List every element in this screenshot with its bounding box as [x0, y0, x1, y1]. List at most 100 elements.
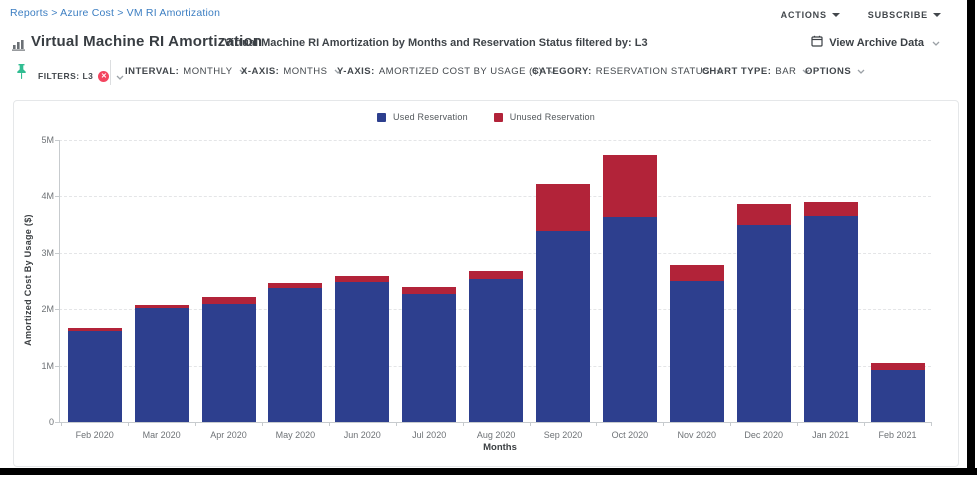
chevron-down-icon — [334, 66, 342, 77]
bar-segment-unused[interactable] — [602, 154, 657, 217]
y-axis-tick-label: 0 — [48, 417, 54, 427]
bar-segment-used[interactable] — [268, 288, 323, 422]
legend-item-used-reservation[interactable]: Used Reservation — [377, 112, 468, 122]
bar-segment-unused[interactable] — [268, 283, 323, 289]
x-axis-tick-label: Nov 2020 — [677, 430, 717, 440]
x-axis-tick — [730, 422, 732, 426]
bar-segment-used[interactable] — [201, 304, 256, 422]
y-axis-tick — [55, 140, 59, 141]
bar-segment-used[interactable] — [870, 369, 925, 422]
bar-segment-unused[interactable] — [67, 328, 122, 331]
screen-border-bottom — [0, 468, 977, 475]
subscribe-button[interactable]: SUBSCRIBE — [868, 10, 941, 20]
bar-segment-used[interactable] — [469, 278, 524, 422]
x-axis-label: X-AXIS: — [241, 66, 280, 77]
filters-label: FILTERS: L3 — [38, 71, 94, 81]
x-axis-dropdown[interactable]: X-AXIS: MONTHS — [241, 66, 342, 77]
bar-segment-unused[interactable] — [469, 270, 524, 279]
x-axis-tick — [128, 422, 130, 426]
y-axis-tick — [55, 196, 59, 198]
page-title: Virtual Machine RI Amortization — [31, 33, 263, 50]
screen-border-right — [967, 0, 975, 475]
chevron-down-icon — [116, 67, 124, 85]
gridline — [59, 252, 931, 254]
x-axis-tick — [61, 422, 63, 426]
legend-label: Unused Reservation — [509, 112, 595, 122]
gridline — [59, 140, 931, 141]
filters-dropdown[interactable]: FILTERS: L3 ✕ — [38, 67, 124, 85]
x-axis-tick-label: Jan 2021 — [812, 430, 850, 440]
x-axis-tick — [328, 422, 330, 426]
chevron-down-icon — [239, 66, 247, 77]
x-axis-line — [59, 422, 931, 423]
bar-segment-unused[interactable] — [736, 204, 791, 225]
options-dropdown[interactable]: OPTIONS — [805, 66, 865, 77]
y-axis-label: Y-AXIS: — [337, 66, 375, 77]
bar-segment-unused[interactable] — [134, 304, 189, 308]
x-axis-tick — [663, 422, 665, 426]
legend-item-unused-reservation[interactable]: Unused Reservation — [493, 112, 595, 122]
y-axis-tick — [55, 422, 59, 423]
y-axis-tick — [55, 365, 59, 367]
bar-segment-used[interactable] — [402, 293, 457, 422]
legend-swatch-used — [377, 112, 387, 122]
y-axis-tick — [55, 309, 59, 311]
x-axis-tick-label: Feb 2021 — [878, 430, 917, 440]
bar-segment-unused[interactable] — [335, 276, 390, 283]
category-value: RESERVATION STATUS — [595, 66, 710, 77]
x-axis-tick — [395, 422, 397, 426]
x-axis-tick-label: Sep 2020 — [543, 430, 583, 440]
chart-type-value: BAR — [775, 66, 797, 77]
chevron-down-icon — [857, 66, 865, 77]
y-axis-tick — [55, 252, 59, 254]
bar-segment-used[interactable] — [669, 281, 724, 422]
chevron-down-icon — [932, 37, 940, 49]
bar-segment-used[interactable] — [736, 224, 791, 422]
bar-segment-used[interactable] — [536, 231, 590, 422]
bar-segment-used[interactable] — [803, 215, 858, 422]
y-axis-tick-label: 5M — [41, 135, 54, 145]
bar-segment-unused[interactable] — [201, 296, 256, 305]
y-axis-title: Amortized Cost By Usage ($) — [23, 214, 33, 346]
y-axis-line — [59, 140, 60, 422]
x-axis-tick — [261, 422, 263, 426]
bar-segment-unused[interactable] — [870, 362, 925, 370]
caret-down-icon — [831, 13, 840, 17]
y-axis-dropdown[interactable]: Y-AXIS: AMORTIZED COST BY USAGE ($) — [337, 66, 556, 77]
bar-segment-used[interactable] — [134, 307, 189, 422]
page-subtitle: Virtual Machine RI Amortization by Month… — [224, 37, 648, 49]
y-axis-value: AMORTIZED COST BY USAGE ($) — [378, 66, 543, 77]
bar-segment-unused[interactable] — [536, 183, 590, 232]
view-archive-data-button[interactable]: View Archive Data — [811, 35, 940, 50]
pin-button[interactable] — [15, 63, 28, 85]
x-axis-tick-label: Oct 2020 — [611, 430, 649, 440]
caret-down-icon — [933, 13, 941, 17]
y-axis-tick-label: 2M — [41, 304, 54, 315]
y-axis-tick-label: 3M — [41, 247, 54, 258]
chart-panel: Used Reservation Unused Reservation Amor… — [13, 100, 959, 467]
actions-button[interactable]: ACTIONS — [781, 10, 840, 20]
x-axis-tick — [864, 422, 866, 426]
x-axis-tick-label: May 2020 — [275, 430, 316, 440]
chevron-down-icon — [802, 66, 810, 77]
x-axis-tick-label: Mar 2020 — [142, 430, 181, 440]
interval-dropdown[interactable]: INTERVAL: MONTHLY — [125, 66, 247, 77]
breadcrumb[interactable]: Reports > Azure Cost > VM RI Amortizatio… — [10, 7, 221, 19]
bar-segment-used[interactable] — [602, 216, 657, 422]
chevron-down-icon — [716, 66, 724, 77]
x-axis-tick — [596, 422, 598, 426]
filter-remove-icon[interactable]: ✕ — [98, 70, 110, 82]
chart-type-dropdown[interactable]: CHART TYPE: BAR — [702, 66, 810, 77]
bar-segment-unused[interactable] — [669, 265, 724, 281]
bar-segment-unused[interactable] — [402, 286, 457, 294]
interval-label: INTERVAL: — [125, 66, 180, 77]
bar-segment-unused[interactable] — [803, 202, 858, 216]
x-axis-tick-label: Jun 2020 — [343, 430, 381, 440]
bar-segment-used[interactable] — [335, 282, 390, 422]
topbar-actions: ACTIONS SUBSCRIBE — [781, 10, 941, 20]
y-axis-tick-label: 1M — [41, 360, 54, 371]
x-axis-tick — [930, 422, 932, 426]
y-axis-tick-label: 4M — [41, 191, 54, 202]
category-dropdown[interactable]: CATEGORY: RESERVATION STATUS — [532, 66, 724, 77]
bar-segment-used[interactable] — [67, 330, 122, 422]
